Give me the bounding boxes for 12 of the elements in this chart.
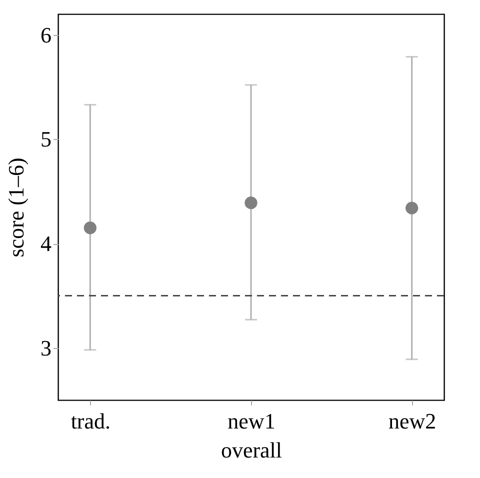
y-tick-label: 5 [40, 126, 52, 152]
x-tick-label: new2 [388, 408, 436, 434]
point [406, 202, 418, 214]
y-tick-label: 6 [40, 22, 52, 48]
x-axis-title: overall [220, 438, 282, 462]
y-tick-label: 3 [40, 335, 52, 360]
y-axis-title: score (1–6) [4, 158, 28, 258]
y-tick-label: 4 [40, 231, 52, 256]
x-tick-label: trad. [70, 408, 111, 434]
point [244, 196, 258, 210]
x-tick-label: new1 [228, 408, 276, 434]
point [84, 222, 96, 234]
